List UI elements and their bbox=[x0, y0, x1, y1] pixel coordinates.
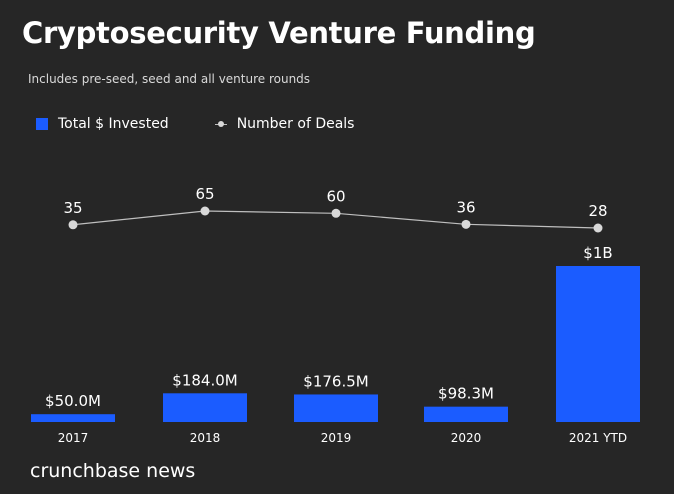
legend-label-invested: Total $ Invested bbox=[58, 116, 169, 132]
brand-logo: crunchbase news bbox=[30, 460, 196, 482]
bar-value-label: $176.5M bbox=[303, 372, 368, 390]
bar-value-label: $1B bbox=[583, 244, 612, 262]
bar-2020 bbox=[424, 406, 508, 422]
bar-value-label: $50.0M bbox=[45, 392, 101, 410]
x-tick-label: 2020 bbox=[451, 431, 482, 445]
deals-value-label: 65 bbox=[195, 185, 214, 203]
bar-swatch-icon bbox=[36, 118, 48, 130]
deals-value-label: 36 bbox=[456, 198, 475, 216]
deals-point bbox=[461, 219, 471, 229]
legend: Total $ Invested Number of Deals bbox=[36, 116, 354, 132]
legend-item-invested: Total $ Invested bbox=[36, 116, 169, 132]
deals-point bbox=[331, 208, 341, 218]
x-tick-label: 2019 bbox=[321, 431, 352, 445]
bar-2017 bbox=[31, 414, 115, 422]
deals-value-label: 35 bbox=[63, 199, 82, 217]
x-tick-label: 2021 YTD bbox=[569, 431, 627, 445]
deals-point bbox=[68, 220, 78, 230]
bar-2021-ytd bbox=[556, 266, 640, 422]
line-marker-icon bbox=[214, 118, 227, 130]
deals-value-label: 60 bbox=[326, 187, 345, 205]
chart-title: Cryptosecurity Venture Funding bbox=[22, 16, 536, 50]
bar-value-label: $98.3M bbox=[438, 385, 494, 403]
bar-value-label: $184.0M bbox=[172, 371, 237, 389]
legend-label-deals: Number of Deals bbox=[236, 116, 355, 132]
chart-subtitle: Includes pre-seed, seed and all venture … bbox=[28, 72, 311, 86]
legend-item-deals: Number of Deals bbox=[214, 116, 355, 132]
deals-value-label: 28 bbox=[588, 202, 607, 220]
bar-2018 bbox=[163, 393, 247, 422]
deals-point bbox=[200, 206, 210, 216]
bar-2019 bbox=[294, 394, 378, 422]
deals-point bbox=[593, 223, 603, 233]
x-tick-label: 2017 bbox=[58, 431, 89, 445]
x-tick-label: 2018 bbox=[190, 431, 221, 445]
